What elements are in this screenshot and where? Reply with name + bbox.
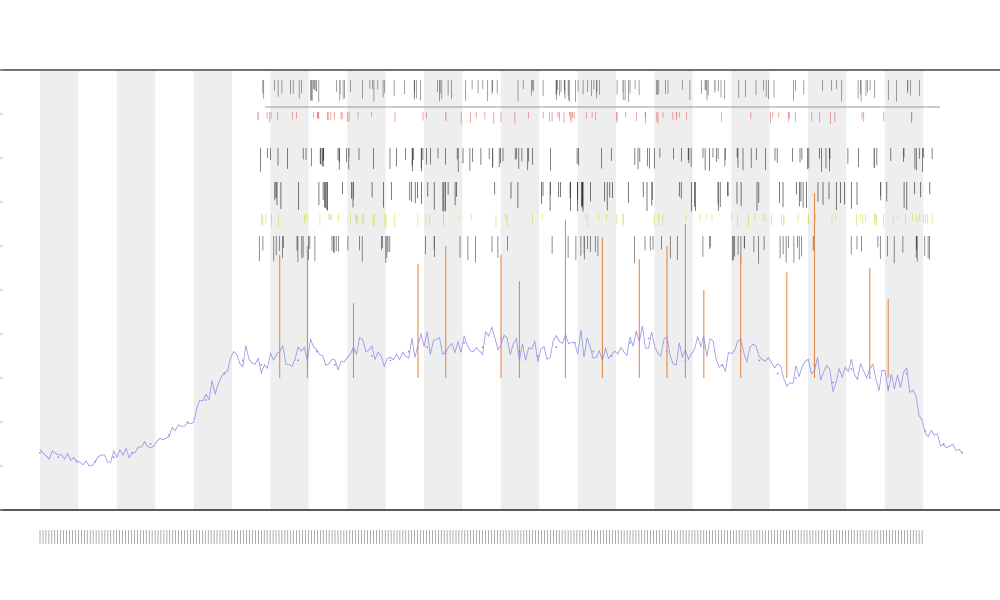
series-blue-point: [555, 346, 558, 349]
shaded-band: [500, 70, 540, 510]
series-blue-point: [57, 456, 60, 459]
series-blue-line: [39, 325, 963, 467]
series-blue-point: [278, 355, 281, 357]
series-blue-point: [795, 377, 797, 379]
series-blue-point: [610, 355, 613, 357]
shaded-band: [270, 70, 309, 510]
series-blue-point: [94, 460, 97, 463]
series-blue-point: [39, 451, 41, 454]
series-blue-point: [666, 350, 668, 353]
series-blue-point: [260, 363, 263, 366]
series-blue-point: [518, 350, 521, 353]
series-blue-point: [131, 451, 134, 454]
series-blue-point: [444, 350, 447, 353]
shaded-band: [654, 70, 693, 510]
series-blue-point: [739, 350, 742, 353]
series-blue-point: [776, 372, 779, 375]
series-blue-point: [905, 372, 908, 375]
shaded-band: [40, 70, 79, 510]
shaded-band: [116, 70, 156, 510]
shaded-band: [884, 70, 924, 510]
series-blue-point: [112, 456, 115, 459]
series-blue-point: [76, 460, 78, 463]
series-blue-point: [684, 359, 687, 362]
series-blue-point: [850, 368, 853, 371]
series-blue-point: [149, 443, 152, 445]
shaded-band: [731, 70, 770, 510]
series-blue-point: [537, 355, 539, 357]
series-blue-point: [887, 385, 890, 388]
series-blue-point: [481, 346, 484, 349]
shaded-band: [347, 70, 386, 510]
series-blue-point: [758, 359, 761, 362]
series-blue-point: [186, 421, 189, 423]
series-blue-point: [352, 350, 355, 353]
series-blue-point: [702, 346, 705, 349]
shaded-band: [193, 70, 232, 510]
series-blue-point: [647, 337, 650, 340]
shaded-band: [424, 70, 463, 510]
series-blue-point: [500, 337, 502, 340]
series-blue-point: [813, 363, 816, 366]
series-blue-point: [297, 359, 300, 362]
series-blue-point: [868, 377, 871, 379]
series-blue-point: [629, 341, 631, 344]
series-blue-point: [223, 372, 226, 375]
series-blue-point: [407, 350, 410, 353]
series-blue-point: [389, 359, 392, 362]
shaded-band: [577, 70, 616, 510]
series-blue-point: [961, 451, 963, 454]
series-blue-point: [205, 399, 207, 401]
series-blue-point: [426, 346, 429, 349]
series-blue-point: [942, 443, 945, 445]
series-blue-point: [573, 341, 576, 344]
series-blue-point: [241, 359, 244, 362]
shaded-band: [808, 70, 847, 510]
series-blue-point: [463, 341, 465, 344]
series-blue-point: [371, 355, 373, 357]
series-blue-point: [168, 434, 171, 437]
series-blue-point: [832, 381, 834, 384]
series-blue-point: [334, 363, 336, 366]
series-blue-point: [721, 363, 724, 366]
series-blue-point: [315, 350, 318, 353]
series-blue-point: [924, 429, 926, 432]
series-blue-point: [592, 350, 595, 353]
